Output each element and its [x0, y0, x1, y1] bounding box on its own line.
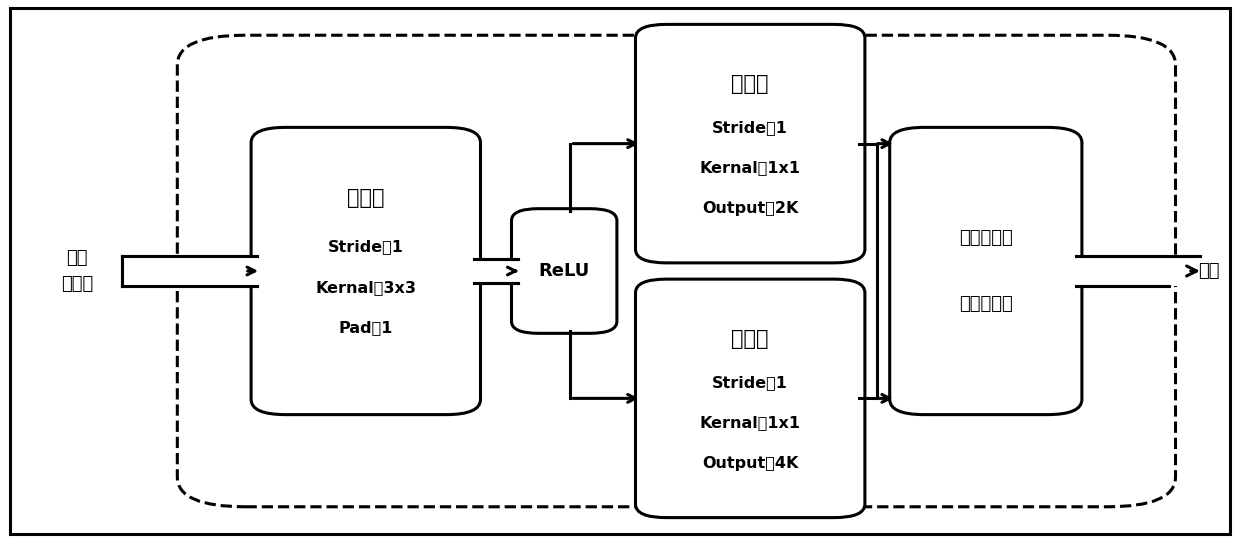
Text: Stride：1: Stride：1 — [712, 120, 789, 135]
Text: 整合结果得: 整合结果得 — [959, 229, 1013, 248]
FancyBboxPatch shape — [250, 127, 480, 415]
FancyBboxPatch shape — [177, 35, 1176, 507]
Text: 卷积层: 卷积层 — [732, 329, 769, 349]
Text: Stride：1: Stride：1 — [327, 239, 404, 254]
FancyBboxPatch shape — [635, 279, 866, 518]
FancyBboxPatch shape — [635, 24, 866, 263]
FancyBboxPatch shape — [10, 8, 1230, 534]
Text: 输出: 输出 — [1198, 262, 1220, 280]
Text: Stride：1: Stride：1 — [712, 375, 789, 390]
Text: Output：4K: Output：4K — [702, 456, 799, 471]
Text: Kernal：3x3: Kernal：3x3 — [315, 280, 417, 295]
Bar — [1076, 256, 1200, 286]
Text: ReLU: ReLU — [538, 262, 590, 280]
Text: Kernal：1x1: Kernal：1x1 — [699, 415, 801, 430]
FancyBboxPatch shape — [512, 209, 618, 333]
Bar — [122, 256, 257, 286]
FancyBboxPatch shape — [890, 127, 1081, 415]
Bar — [474, 259, 518, 283]
Text: Kernal：1x1: Kernal：1x1 — [699, 160, 801, 176]
Text: 卷积层: 卷积层 — [347, 188, 384, 208]
Text: 卷积层: 卷积层 — [732, 74, 769, 94]
Text: 输入
特征图: 输入 特征图 — [61, 249, 93, 293]
Text: 到候选区域: 到候选区域 — [959, 294, 1013, 313]
Text: Output：2K: Output：2K — [702, 201, 799, 216]
Text: Pad：1: Pad：1 — [339, 320, 393, 335]
